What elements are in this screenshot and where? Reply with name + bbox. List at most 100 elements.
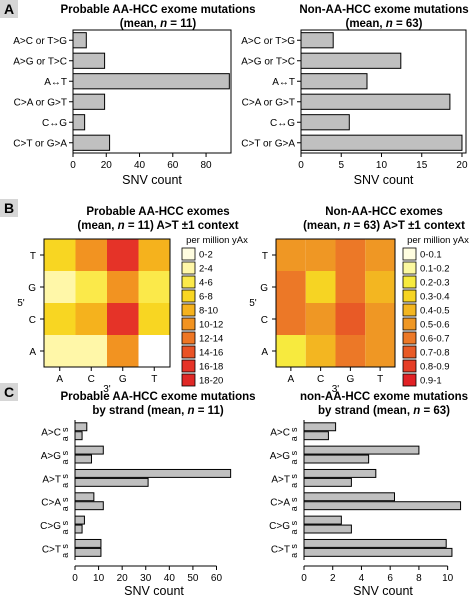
bar-s xyxy=(74,422,88,432)
strand-label: a xyxy=(289,530,299,535)
x-tick-label: G xyxy=(119,374,127,385)
x-tick-label: T xyxy=(151,374,157,385)
heat-cell xyxy=(276,335,306,367)
chart-title: non-AA-HCC exome mutations xyxy=(300,391,468,403)
chart-subtitle: (mean, n = 11) A>T ±1 context xyxy=(77,220,238,232)
legend-swatch xyxy=(402,275,417,289)
legend-swatch xyxy=(181,345,196,359)
bar-a xyxy=(303,454,370,464)
y-tick-label: C>A or G>T xyxy=(14,97,67,108)
heat-cell xyxy=(305,303,336,335)
title-part: n xyxy=(413,405,420,417)
strand-label: s xyxy=(289,497,299,502)
x-tick-label: 5 xyxy=(338,160,344,171)
heat-cell xyxy=(276,271,306,303)
x-tick-label: 20 xyxy=(456,160,468,171)
x-tick-label: 60 xyxy=(211,573,223,584)
x-tick-label: 15 xyxy=(416,160,428,171)
x-tick-label: A xyxy=(288,374,295,385)
y-tick-label: C xyxy=(29,315,36,326)
bar xyxy=(72,32,87,49)
chart-title: Non-AA-HCC exomes xyxy=(325,206,443,218)
bar-s xyxy=(74,492,95,502)
strand-label: s xyxy=(289,427,299,432)
x-tick-label: 40 xyxy=(164,573,176,584)
bar xyxy=(72,114,86,131)
title-part: (mean, xyxy=(345,18,385,30)
bar-a xyxy=(303,524,352,534)
legend-swatch xyxy=(181,331,196,345)
y-tick-label: C>T xyxy=(271,544,290,555)
legend-label: 0.8-0.9 xyxy=(420,362,450,373)
bar xyxy=(300,32,334,49)
bar-s xyxy=(74,515,85,525)
title-part: = 11) xyxy=(167,18,196,30)
plot-frame xyxy=(43,238,171,368)
panel-label-c: C xyxy=(4,384,14,400)
heat-cell xyxy=(75,335,107,367)
legend-label: 16-18 xyxy=(199,362,223,373)
bar-a xyxy=(303,547,453,557)
y-tick-label: A>T xyxy=(271,474,290,485)
legend-label: 2-4 xyxy=(199,264,213,275)
legend-swatch xyxy=(181,247,196,261)
bar xyxy=(72,93,106,110)
x-tick-label: T xyxy=(377,374,383,385)
y-tick-label: A>T xyxy=(42,474,61,485)
x-tick-label: 10 xyxy=(442,573,454,584)
heat-cell xyxy=(44,239,76,271)
bar-a xyxy=(74,477,149,487)
title-part: (mean, xyxy=(303,220,343,232)
y-tick-label: C>A xyxy=(41,498,61,509)
legend-swatch xyxy=(402,331,417,345)
plot-frame xyxy=(300,29,467,154)
strand-label: s xyxy=(60,427,70,432)
legend-label: 0.3-0.4 xyxy=(420,292,450,303)
legend-title: per million yAx xyxy=(186,235,248,246)
heat-cell xyxy=(138,303,170,335)
y-tick-label: C>A or G>T xyxy=(242,97,295,108)
title-part: n xyxy=(188,405,195,417)
x-tick-label: 2 xyxy=(330,573,336,584)
legend-swatch xyxy=(181,317,196,331)
title-part: n xyxy=(118,220,125,232)
legend-swatch xyxy=(181,261,196,275)
chart-A-left: Probable AA-HCC exome mutations (mean, n … xyxy=(13,4,255,187)
plot-frame xyxy=(72,29,232,154)
chart-B-left: Probable AA-HCC exomes (mean, n = 11) A>T… xyxy=(17,206,248,395)
bar-s xyxy=(303,492,395,502)
x-tick-label: 0 xyxy=(301,573,307,584)
panel-label-bg xyxy=(0,199,18,217)
y-tick-label: C>T or G>A xyxy=(13,138,67,149)
legend-swatch xyxy=(402,359,417,373)
legend-label: 18-20 xyxy=(199,376,223,387)
chart-title: Probable AA-HCC exome mutations xyxy=(60,4,255,16)
heat-cell xyxy=(138,335,170,367)
strand-label: a xyxy=(60,530,70,535)
x-tick-label: G xyxy=(346,374,354,385)
chart-B-right: Non-AA-HCC exomes (mean, n = 63) A>T ±1 c… xyxy=(249,206,469,395)
bar-s xyxy=(303,538,447,548)
x-tick-label: 0 xyxy=(70,160,76,171)
heat-cell xyxy=(44,303,76,335)
bar xyxy=(72,73,230,90)
title-part: n xyxy=(386,18,393,30)
legend-swatch xyxy=(402,303,417,317)
heat-cell xyxy=(107,271,139,303)
heat-cell xyxy=(276,303,306,335)
bar xyxy=(300,73,368,90)
bar-s xyxy=(303,445,420,455)
x-axis-label: 3' xyxy=(103,384,111,395)
y-tick-label: T xyxy=(262,251,268,262)
y-tick-label: A xyxy=(29,347,36,358)
strand-label: s xyxy=(60,520,70,525)
strand-label: a xyxy=(60,506,70,511)
x-axis-label: SNV count xyxy=(122,173,182,187)
strand-label: a xyxy=(289,506,299,511)
x-axis-label: SNV count xyxy=(354,173,414,187)
x-tick-label: 4 xyxy=(359,573,365,584)
panel-label-a: A xyxy=(4,1,14,17)
y-tick-label: C>T or G>A xyxy=(241,138,295,149)
chart-subtitle: (mean, n = 63) xyxy=(345,18,422,30)
legend-label: 0.5-0.6 xyxy=(420,320,450,331)
